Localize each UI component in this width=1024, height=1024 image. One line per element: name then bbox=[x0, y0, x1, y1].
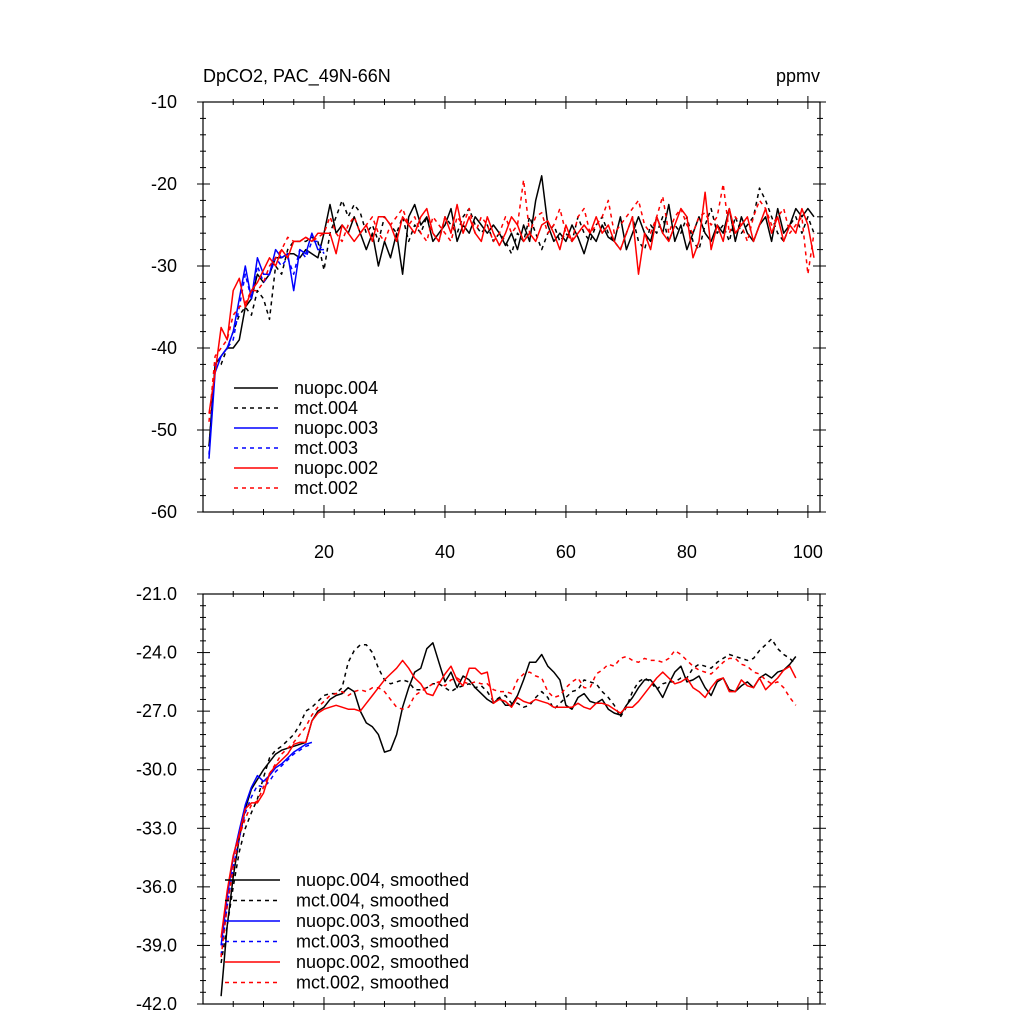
top-panel-ytick-label: -10 bbox=[151, 92, 177, 112]
bottom-panel-series-line-4 bbox=[220, 659, 797, 938]
top-panel-frame bbox=[202, 101, 821, 513]
bottom-panel: -42.0 -39.0 -36.0 -33.0 -30.0 -27.0 -24.0 -21.0… bbox=[136, 584, 826, 1014]
bottom-panel-tick-labels: -42.0 -39.0 -36.0 -33.0 -30.0 -27.0 -24.0 -21.0 bbox=[136, 584, 177, 1014]
bottom-panel-ytick-label: -33.0 bbox=[136, 818, 177, 838]
bottom-panel-legend-label-5: mct.002, smoothed bbox=[296, 973, 449, 993]
bottom-panel-legend-label-3: mct.003, smoothed bbox=[296, 932, 449, 952]
top-panel-xtick-label: 40 bbox=[435, 542, 455, 562]
top-panel-legend-label-0: nuopc.004 bbox=[294, 378, 378, 398]
bottom-panel-lines bbox=[220, 638, 797, 997]
top-panel-ytick-label: -20 bbox=[151, 174, 177, 194]
top-panel-xtick-label: 20 bbox=[314, 542, 334, 562]
top-panel-legend-label-1: mct.004 bbox=[294, 398, 358, 418]
top-panel-ytick-label: -50 bbox=[151, 420, 177, 440]
bottom-panel-legend-label-0: nuopc.004, smoothed bbox=[296, 870, 469, 890]
top-panel-legend-label-4: nuopc.002 bbox=[294, 458, 378, 478]
bottom-panel-ytick-label: -27.0 bbox=[136, 701, 177, 721]
top-panel-tick-labels: -60 -50 -40 -30 -20 -10 20 40 60 80 100 bbox=[151, 92, 823, 562]
bottom-panel-frame bbox=[202, 593, 821, 1005]
bottom-panel-ytick-label: -39.0 bbox=[136, 935, 177, 955]
bottom-panel-ytick-label: -30.0 bbox=[136, 760, 177, 780]
top-panel-units: ppmv bbox=[776, 66, 820, 86]
top-panel-series-line-2 bbox=[208, 232, 324, 459]
top-panel: DpCO2, PAC_49N-66N ppmv -60-50-40-30-20-… bbox=[151, 66, 826, 562]
top-panel-ytick-label: -60 bbox=[151, 502, 177, 522]
bottom-panel-ytick-label: -24.0 bbox=[136, 643, 177, 663]
top-panel-xtick-label: 60 bbox=[556, 542, 576, 562]
top-panel-ytick-label: -40 bbox=[151, 338, 177, 358]
top-panel-xtick-label: 100 bbox=[793, 542, 823, 562]
bottom-panel-ytick-label: -42.0 bbox=[136, 994, 177, 1014]
bottom-panel-legend-label-2: nuopc.003, smoothed bbox=[296, 911, 469, 931]
top-panel-series-line-0 bbox=[208, 175, 815, 447]
bottom-panel-legend-label-1: mct.004, smoothed bbox=[296, 891, 449, 911]
top-panel-legend-label-2: nuopc.003 bbox=[294, 418, 378, 438]
top-panel-series-line-1 bbox=[208, 187, 815, 447]
bottom-panel-series-line-5 bbox=[220, 649, 797, 958]
top-panel-title: DpCO2, PAC_49N-66N bbox=[203, 66, 391, 87]
bottom-panel-ytick-label: -21.0 bbox=[136, 584, 177, 604]
top-panel-lines bbox=[208, 175, 815, 459]
top-panel-legend-label-5: mct.002 bbox=[294, 478, 358, 498]
top-panel-series-line-3 bbox=[208, 240, 325, 455]
top-panel-legend-label-3: mct.003 bbox=[294, 438, 358, 458]
top-panel-ytick-label: -30 bbox=[151, 256, 177, 276]
bottom-panel-ytick-label: -36.0 bbox=[136, 877, 177, 897]
bottom-panel-legend-label-4: nuopc.002, smoothed bbox=[296, 952, 469, 972]
top-panel-series-line-4 bbox=[208, 191, 815, 414]
top-panel-xtick-label: 80 bbox=[677, 542, 697, 562]
top-panel-legend: nuopc.004mct.004nuopc.003mct.003nuopc.00… bbox=[234, 378, 378, 498]
